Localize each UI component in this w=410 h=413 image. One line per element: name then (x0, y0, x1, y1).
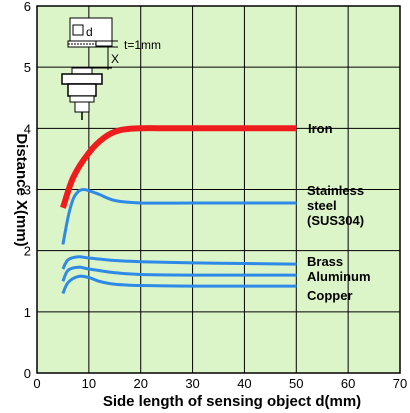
inset-thickness-label: t=1mm (124, 38, 161, 52)
y-tick-label: 4 (24, 121, 31, 136)
series-label-iron: Iron (308, 121, 333, 136)
x-tick-label: 30 (185, 376, 199, 391)
series-line-iron (60, 125, 297, 209)
y-tick-label: 1 (24, 305, 31, 320)
x-tick-label: 70 (393, 376, 407, 391)
inset-x-label: X (111, 52, 119, 66)
proximity-sensor-icon (61, 67, 103, 120)
series-lines (60, 125, 297, 295)
series-label-stainless-steel-sus304: (SUS304) (307, 213, 364, 228)
series-label-aluminum: Aluminum (307, 269, 371, 284)
sensor-setup-diagram: d t=1mm X (61, 17, 161, 120)
x-tick-label: 50 (289, 376, 303, 391)
y-tick-label: 2 (24, 244, 31, 259)
series-line-stainless-steel-sus304 (61, 187, 297, 245)
series-line-brass (61, 255, 297, 270)
plot-frame (36, 5, 401, 374)
series-label-stainless-steel-sus304: Stainless (307, 183, 364, 198)
x-tick-label: 40 (237, 376, 251, 391)
series-label-stainless-steel-sus304: steel (307, 198, 337, 213)
series-label-copper: Copper (307, 288, 353, 303)
series-line-copper (61, 274, 297, 295)
y-axis-label: Distance X(mm) (13, 133, 30, 246)
y-tick-label: 5 (24, 60, 31, 75)
x-axis-ticks: 0 10 20 30 40 50 60 70 (33, 376, 407, 391)
y-tick-label: 6 (24, 0, 31, 14)
target-square-icon (72, 24, 84, 36)
inset-d-label: d (86, 25, 93, 39)
x-tick-label: 10 (82, 376, 96, 391)
y-tick-label: 0 (24, 366, 31, 381)
x-tick-label: 60 (341, 376, 355, 391)
y-tick-label: 3 (24, 183, 31, 198)
x-tick-label: 20 (133, 376, 147, 391)
x-tick-label: 0 (33, 376, 40, 391)
y-axis-ticks: 0 1 2 3 4 5 6 (24, 0, 31, 381)
x-axis-label: Side length of sensing object d(mm) (103, 393, 361, 410)
series-line-aluminum (61, 265, 297, 282)
series-label-brass: Brass (307, 254, 343, 269)
